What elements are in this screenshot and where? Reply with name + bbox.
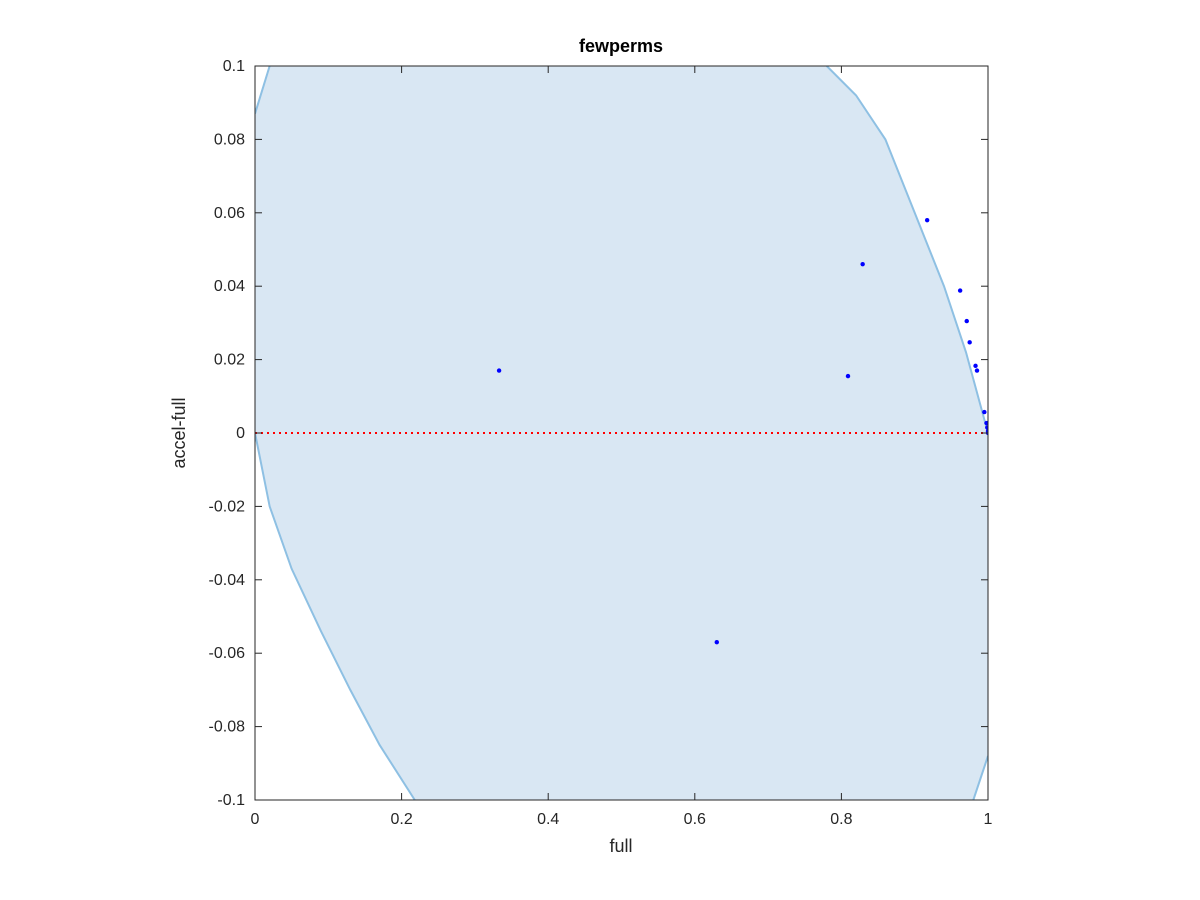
- data-point: [860, 261, 865, 267]
- y-tick-label: 0.1: [223, 58, 245, 75]
- upper-right-boundary-curve: [826, 66, 988, 434]
- data-point: [964, 318, 969, 324]
- lower-right-boundary-curve: [972, 755, 988, 800]
- y-tick-label: 0.06: [214, 205, 245, 222]
- data-point: [845, 373, 851, 379]
- data-point: [973, 363, 978, 369]
- y-tick-label: -0.04: [209, 572, 246, 589]
- y-tick-label: 0.04: [214, 278, 245, 295]
- data-point: [974, 368, 980, 373]
- y-tick-label: -0.08: [209, 719, 246, 736]
- data-points: [496, 217, 988, 645]
- x-tick-label: 0.8: [830, 811, 852, 828]
- y-tick-label: 0.02: [214, 352, 245, 369]
- y-tick-label: -0.02: [209, 498, 246, 515]
- x-tick-label: 0.4: [537, 811, 559, 828]
- y-tick-label: 0: [236, 425, 245, 442]
- x-axis-label: full: [609, 836, 632, 856]
- data-point: [924, 217, 930, 223]
- data-point: [714, 639, 719, 645]
- left-boundary-curve: [255, 66, 271, 115]
- y-tick-label: -0.1: [217, 792, 245, 809]
- data-point: [984, 420, 988, 426]
- lower-left-boundary-curve: [255, 432, 416, 800]
- data-point: [957, 288, 963, 293]
- chart-title: fewperms: [579, 36, 663, 56]
- y-tick-label: -0.06: [209, 645, 246, 662]
- x-tick-label: 1: [984, 811, 993, 828]
- y-axis-label: accel-full: [169, 397, 189, 468]
- data-point: [985, 425, 988, 430]
- x-tick-label: 0.2: [390, 811, 412, 828]
- data-point: [967, 340, 972, 345]
- data-point: [496, 368, 502, 373]
- y-tick-label: 0.08: [214, 131, 245, 148]
- data-point: [982, 409, 987, 415]
- x-tick-label: 0.6: [684, 811, 706, 828]
- x-tick-label: 0: [251, 811, 260, 828]
- axis-ticks: 0 0.2 0.4 0.6 0.8 1 -0.1 -0.08 -0.06 -0.04 -0.02 0 0…: [209, 58, 993, 828]
